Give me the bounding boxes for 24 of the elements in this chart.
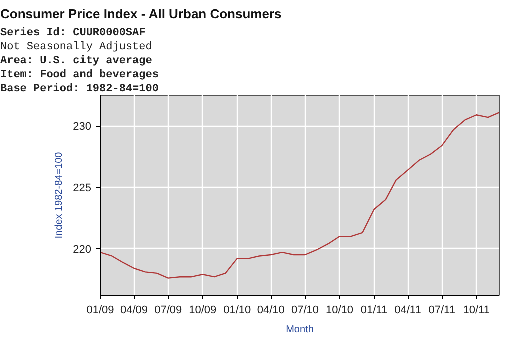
y-tick-label: 230 [73,121,92,134]
x-tick-label: 04/10 [257,304,285,316]
text: Not Seasonally Adjusted [0,42,152,54]
y-axis-title: Index 1982-84=100 [54,152,66,239]
line-series [100,112,500,279]
x-axis-title: Month [286,324,314,336]
x-tick-label: 01/09 [86,304,114,316]
x-tick-label: 10/11 [463,304,490,316]
text: Series Id: CUUR0000SAF [0,28,146,40]
x-tick-label: 01/11 [360,304,388,316]
x-tick-label: 07/11 [428,304,456,316]
text: Area: U.S. city average [0,56,153,68]
text: Item: Food and beverages [0,70,159,82]
x-tick-label: 10/10 [326,304,354,316]
x-tick-label: 04/09 [120,304,148,316]
x-tick-label: 07/09 [154,304,182,316]
y-tick-label: 225 [73,182,92,195]
x-tick-label: 04/11 [394,304,422,316]
x-tick-label: 01/10 [224,304,252,316]
chart-title: Consumer Price Index - All Urban Consumers [0,6,282,22]
y-tick-label: 220 [73,244,92,256]
x-tick-label: 07/10 [291,304,320,316]
x-tick-label: 10/09 [189,304,217,316]
text: Base Period: 1982-84=100 [0,84,159,96]
